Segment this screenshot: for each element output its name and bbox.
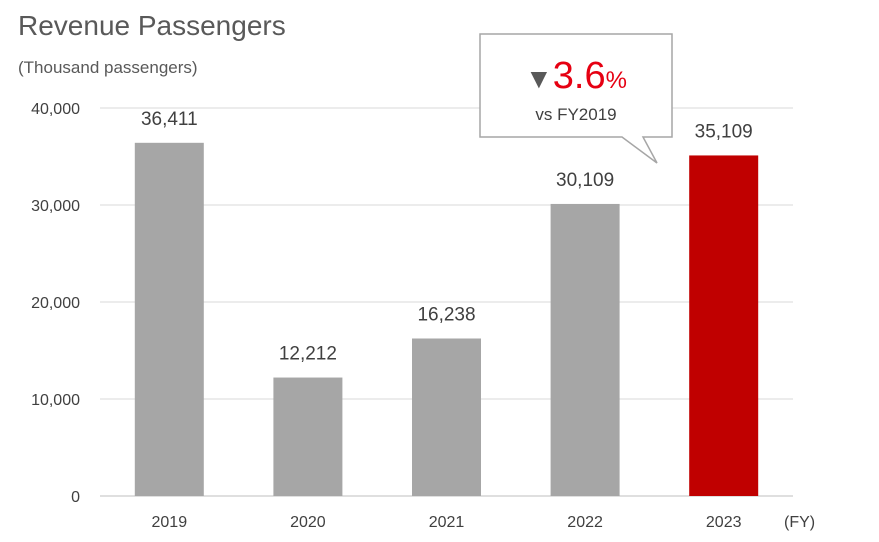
x-tick-label-2022: 2022 xyxy=(567,514,603,531)
bars xyxy=(134,142,759,497)
data-label-2021: 16,238 xyxy=(417,304,475,325)
y-tick-label: 40,000 xyxy=(31,101,80,118)
data-label-2020: 12,212 xyxy=(279,344,337,365)
down-triangle-icon: ▼ xyxy=(525,63,553,94)
data-label-2023: 35,109 xyxy=(695,121,753,142)
data-label-2019: 36,411 xyxy=(141,109,198,130)
y-tick-label: 30,000 xyxy=(31,198,80,215)
callout-value: 3.6 xyxy=(553,55,606,97)
bar-2022 xyxy=(550,203,620,497)
x-tick-label-2021: 2021 xyxy=(429,514,465,531)
callout-percent: % xyxy=(606,67,627,94)
y-tick-label: 20,000 xyxy=(31,295,80,312)
x-tick-label-2019: 2019 xyxy=(152,514,188,531)
bar-2021 xyxy=(412,338,481,496)
data-labels: 36,411 12,212 16,238 30,109 35,109 xyxy=(141,109,753,365)
y-tick-label: 0 xyxy=(71,489,80,506)
x-axis-unit-label: (FY) xyxy=(784,514,815,531)
callout-comparison-text: vs FY2019 xyxy=(535,105,616,124)
data-label-2022: 30,109 xyxy=(556,170,614,191)
bar-2019 xyxy=(134,142,204,496)
bar-2023 xyxy=(689,155,759,497)
callout-change: ▼3.6% xyxy=(525,55,627,97)
callout-bubble xyxy=(479,33,673,164)
x-axis-ticks: 2019 2020 2021 2022 2023 xyxy=(152,514,742,531)
y-axis-ticks: 0 10,000 20,000 30,000 40,000 xyxy=(31,101,80,506)
bar-2020 xyxy=(273,377,343,496)
callout: ▼3.6% vs FY2019 xyxy=(479,33,673,164)
x-tick-label-2020: 2020 xyxy=(290,514,326,531)
chart-unit-label: (Thousand passengers) xyxy=(18,58,198,77)
y-tick-label: 10,000 xyxy=(31,392,80,409)
chart-title: Revenue Passengers xyxy=(18,10,286,41)
x-tick-label-2023: 2023 xyxy=(706,514,742,531)
